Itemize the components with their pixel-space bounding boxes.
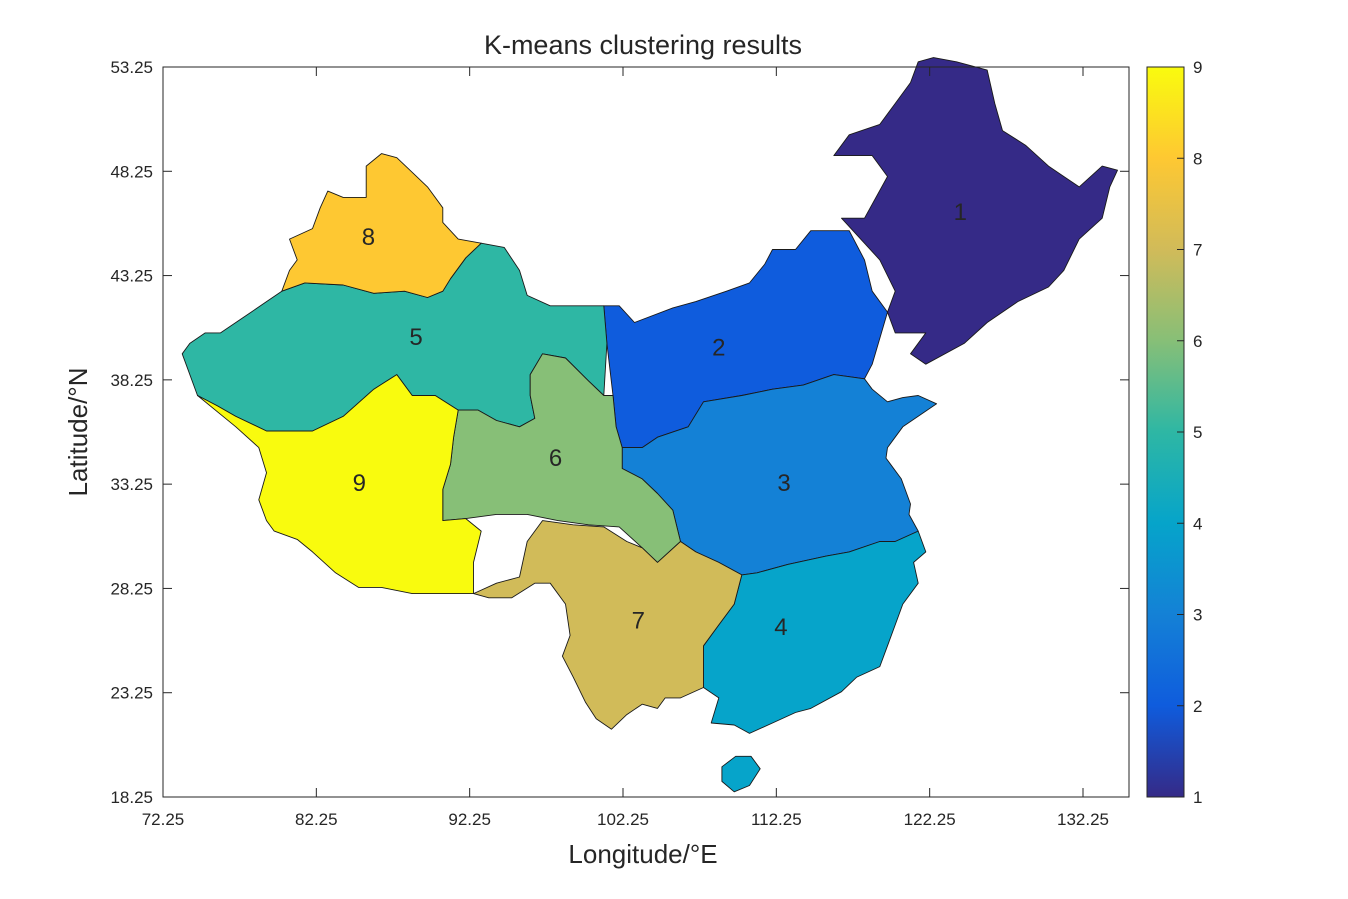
cluster-label-4: 4 (774, 614, 787, 641)
colorbar-tick-label: 3 (1193, 606, 1202, 625)
cluster-region-9 (197, 374, 482, 595)
cluster-label-7: 7 (632, 608, 645, 635)
y-tick-label: 53.25 (110, 58, 153, 77)
y-axis-ticks: 18.25 23.25 28.25 33.25 38.25 43.25 48.25 53.25 (110, 58, 1129, 807)
colorbar-tick-label: 9 (1193, 58, 1202, 77)
cluster-label-9: 9 (353, 470, 366, 497)
cluster-region-4 (703, 530, 927, 734)
cluster-label-3: 3 (777, 470, 790, 497)
cluster-label-8: 8 (362, 224, 375, 251)
plot-area-border (162, 66, 1130, 798)
x-tick-label: 122.25 (904, 810, 956, 829)
y-axis-label: Latitude/°N (63, 368, 93, 497)
y-tick-label: 33.25 (110, 475, 153, 494)
y-tick-label: 28.25 (110, 579, 153, 598)
x-tick-label: 112.25 (751, 810, 802, 829)
x-axis-label: Longitude/°E (568, 839, 717, 869)
cluster-label-2: 2 (712, 334, 725, 361)
x-tick-label: 92.25 (448, 810, 491, 829)
cluster-region-island-9 (721, 755, 761, 793)
y-tick-label: 38.25 (110, 371, 153, 390)
cluster-labels: 1 2 3 4 5 6 7 8 9 (353, 199, 967, 641)
y-tick-label: 18.25 (110, 788, 153, 807)
cluster-label-1: 1 (954, 199, 967, 226)
colorbar-ticks: 1 2 3 4 5 6 7 8 9 (1177, 58, 1202, 807)
cluster-region-1 (833, 57, 1118, 365)
colorbar-tick-label: 8 (1193, 149, 1202, 168)
x-tick-label: 102.25 (597, 810, 649, 829)
x-tick-label: 72.25 (142, 810, 185, 829)
x-axis-ticks: 72.25 82.25 92.25 102.25 112.25 122.25 132.25 (142, 67, 1109, 829)
x-tick-label: 82.25 (295, 810, 338, 829)
cluster-region-7 (473, 520, 743, 730)
y-tick-label: 23.25 (110, 684, 153, 703)
chart-title: K-means clustering results (484, 30, 802, 60)
x-tick-label: 132.25 (1057, 810, 1109, 829)
colorbar-tick-label: 7 (1193, 241, 1202, 260)
colorbar-tick-label: 1 (1193, 788, 1202, 807)
cluster-label-6: 6 (549, 445, 562, 472)
colorbar-tick-label: 2 (1193, 697, 1202, 716)
cluster-label-5: 5 (409, 324, 422, 351)
y-tick-label: 43.25 (110, 267, 153, 286)
cluster-region-8 (281, 153, 482, 298)
cluster-region-6 (442, 353, 681, 563)
y-tick-label: 48.25 (110, 162, 153, 181)
cluster-regions (181, 57, 1118, 793)
colorbar-tick-label: 5 (1193, 423, 1202, 442)
colorbar-tick-label: 6 (1193, 332, 1202, 351)
colorbar-tick-label: 4 (1193, 514, 1202, 533)
